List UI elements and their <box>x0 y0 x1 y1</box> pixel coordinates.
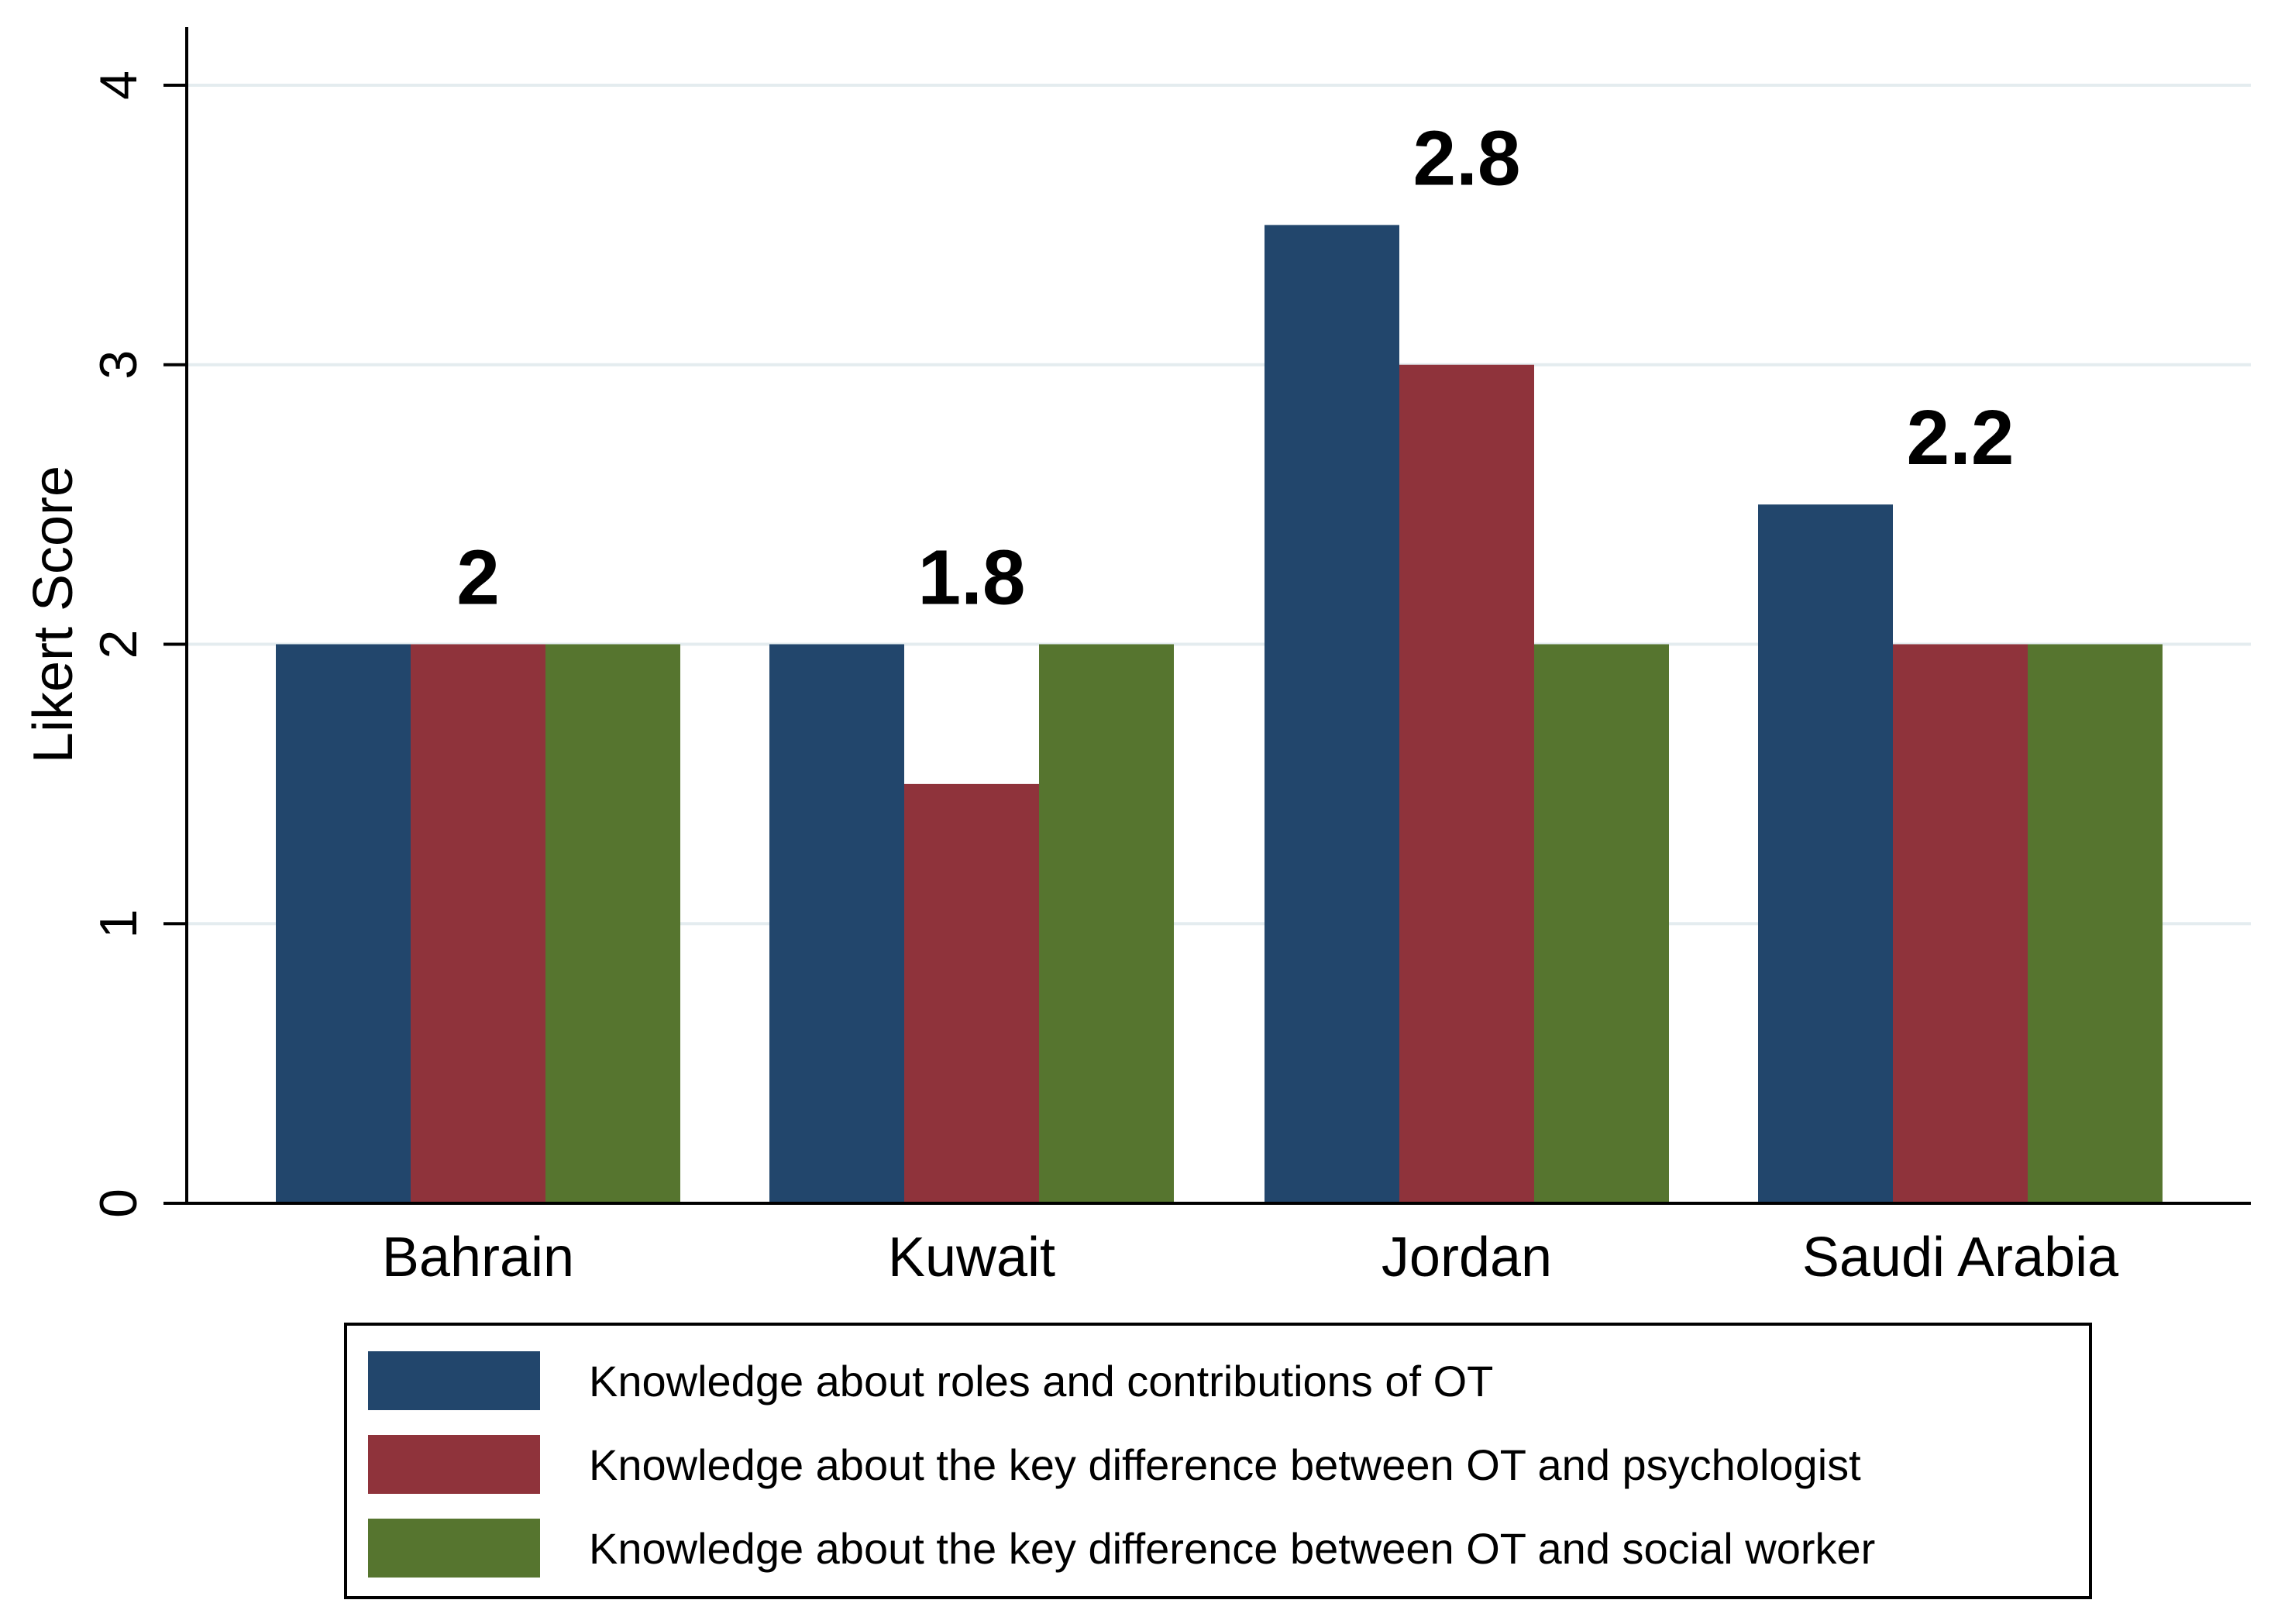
bar-bahrain-series-3 <box>545 644 680 1203</box>
bar-kuwait-series-2 <box>904 783 1039 1203</box>
legend-box <box>344 1323 2092 1599</box>
y-axis-title: Likert Score <box>22 466 84 763</box>
bar-saudi-arabia-series-2 <box>1893 644 2028 1203</box>
bars <box>276 225 2163 1203</box>
bar-kuwait-series-3 <box>1039 644 1174 1203</box>
bar-bahrain-series-2 <box>411 644 545 1203</box>
x-tick-label: Kuwait <box>888 1227 1055 1289</box>
group-value-label: 1.8 <box>917 535 1025 621</box>
legend-label-1: Knowledge about roles and contributions … <box>589 1357 1493 1406</box>
group-value-label: 2.2 <box>1906 394 2014 481</box>
legend-label-2: Knowledge about the key difference betwe… <box>589 1440 1861 1489</box>
legend-swatch-2 <box>368 1435 540 1494</box>
bar-jordan-series-2 <box>1399 364 1534 1203</box>
x-tick-label: Saudi Arabia <box>1802 1227 2119 1289</box>
labels: 2 Bahrain 1.8 Kuwait 2.8 Jordan 2.2 Saudi Arabi… <box>22 71 2119 1289</box>
x-tick-label: Bahrain <box>382 1227 574 1289</box>
legend-swatch-1 <box>368 1351 540 1410</box>
bar-saudi-arabia-series-3 <box>2028 644 2163 1203</box>
group-value-label: 2 <box>456 535 500 621</box>
legend: Knowledge about roles and contributions … <box>344 1323 2092 1599</box>
x-tick-label: Jordan <box>1382 1227 1552 1289</box>
bar-saudi-arabia-series-1 <box>1758 504 1893 1203</box>
axes <box>163 27 2251 1205</box>
group-value-label: 2.8 <box>1412 115 1520 201</box>
bar-bahrain-series-1 <box>276 644 411 1203</box>
y-tick-label: 0 <box>89 1189 148 1218</box>
y-tick-label: 2 <box>89 630 148 659</box>
legend-swatch-3 <box>368 1519 540 1578</box>
bar-jordan-series-1 <box>1265 225 1399 1203</box>
y-tick-label: 3 <box>89 350 148 380</box>
bar-kuwait-series-1 <box>769 644 904 1203</box>
y-tick-label: 4 <box>89 71 148 100</box>
legend-label-3: Knowledge about the key difference betwe… <box>589 1524 1875 1573</box>
bar-jordan-series-3 <box>1534 644 1669 1203</box>
y-tick-label: 1 <box>89 909 148 938</box>
